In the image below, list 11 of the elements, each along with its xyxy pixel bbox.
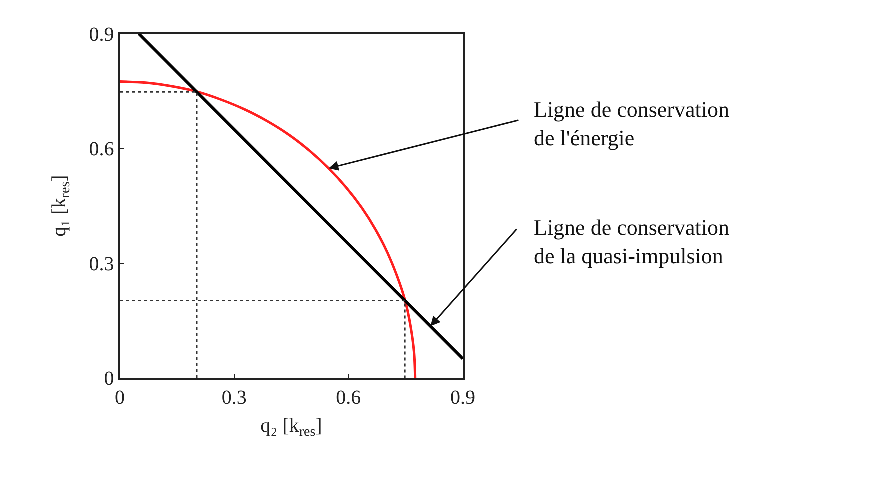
x-axis-title: q₂ [k$_{res}$] (260, 414, 322, 440)
y-tick-label: 0 (104, 368, 114, 390)
x-tick-label: 0.9 (450, 386, 476, 409)
annotation: Ligne de conservation de l'énergie (534, 97, 730, 151)
y-tick-label: 0.3 (89, 253, 114, 276)
annotation: Ligne de conservation de la quasi-impulsion (534, 215, 730, 269)
x-tick-label: 0.3 (222, 386, 247, 409)
y-tick-label: 0.9 (89, 24, 114, 46)
x-tick-label: 0.6 (336, 386, 362, 409)
y-tick-label: 0.6 (89, 138, 114, 161)
line-series (120, 80, 417, 378)
